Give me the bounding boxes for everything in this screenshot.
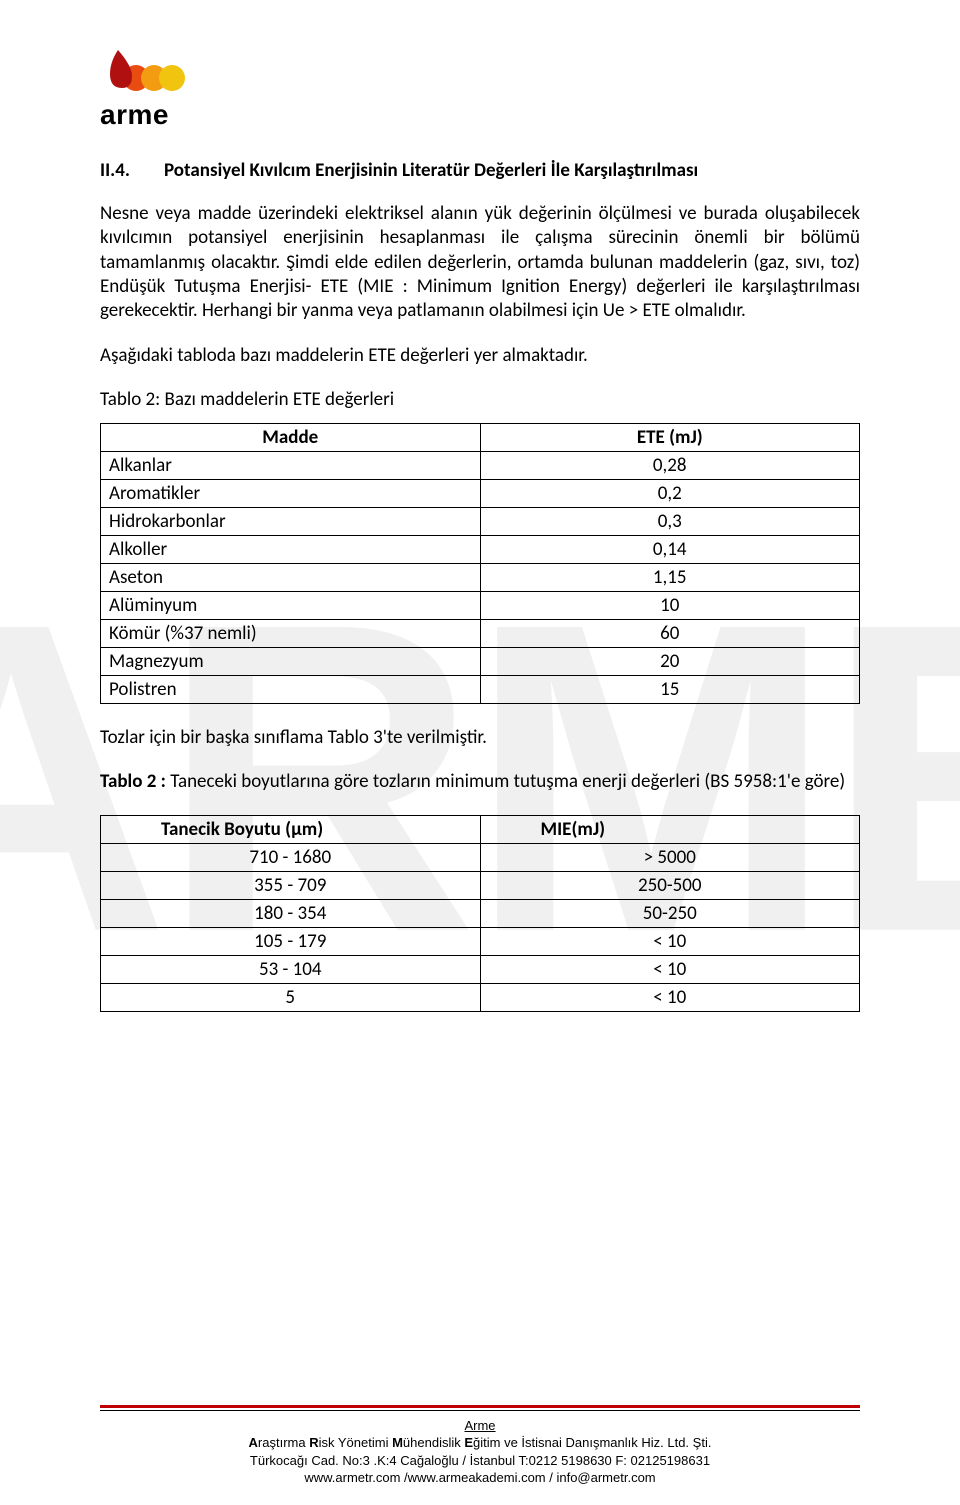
table-row: 355 - 709250-500 — [101, 871, 860, 899]
content-area: arme II.4. Potansiyel Kıvılcım Enerjisin… — [100, 48, 860, 1012]
table-header-mie: MIE(mJ) — [480, 815, 860, 843]
table-row: 180 - 35450-250 — [101, 899, 860, 927]
table-row: Kömür (%37 nemli)60 — [101, 619, 860, 647]
footer-bold-r: R — [309, 1435, 318, 1450]
table-row: Aromatikler0,2 — [101, 479, 860, 507]
cell-size: 710 - 1680 — [101, 843, 481, 871]
footer-text: ühendislik — [403, 1435, 464, 1450]
paragraph-1: Nesne veya madde üzerindeki elektriksel … — [100, 202, 860, 324]
table-row: Madde ETE (mJ) — [101, 423, 860, 451]
footer-company-full: Araştırma Risk Yönetimi Mühendislik Eğit… — [0, 1434, 960, 1452]
footer-rule-thin — [100, 1410, 860, 1411]
cell-size: 5 — [101, 983, 481, 1011]
cell-name: Polistren — [101, 675, 481, 703]
footer-company-short: Arme — [464, 1417, 495, 1435]
table-header-madde: Madde — [101, 423, 481, 451]
table-row: Tanecik Boyutu (μm) MIE(mJ) — [101, 815, 860, 843]
heading-title: Potansiyel Kıvılcım Enerjisinin Literatü… — [164, 159, 698, 182]
cell-name: Kömür (%37 nemli) — [101, 619, 481, 647]
table-header-ete: ETE (mJ) — [480, 423, 860, 451]
footer-web: www.armetr.com /www.armeakademi.com / in… — [0, 1469, 960, 1487]
table-header-tanecik: Tanecik Boyutu (μm) — [101, 815, 481, 843]
cell-value: 60 — [480, 619, 860, 647]
footer-bold-m: M — [392, 1435, 403, 1450]
cell-mie: < 10 — [480, 955, 860, 983]
cell-mie: 50-250 — [480, 899, 860, 927]
table-row: Magnezyum20 — [101, 647, 860, 675]
table-row: Polistren15 — [101, 675, 860, 703]
cell-size: 105 - 179 — [101, 927, 481, 955]
table-row: 53 - 104< 10 — [101, 955, 860, 983]
cell-name: Alüminyum — [101, 591, 481, 619]
table-2-label-rest: Taneceki boyutlarına göre tozların minim… — [170, 770, 845, 793]
table-row: 710 - 1680> 5000 — [101, 843, 860, 871]
footer-text: ğitim ve İstisnai Danışmanlık Hiz. Ltd. … — [473, 1435, 711, 1450]
cell-mie: < 10 — [480, 983, 860, 1011]
table-row: Alüminyum10 — [101, 591, 860, 619]
cell-mie: < 10 — [480, 927, 860, 955]
table-1-caption: Tablo 2: Bazı maddelerin ETE değerleri — [100, 388, 860, 411]
cell-value: 15 — [480, 675, 860, 703]
footer-bold-a: A — [249, 1435, 258, 1450]
heading-number: II.4. — [100, 159, 164, 182]
table-row: Alkanlar0,28 — [101, 451, 860, 479]
cell-mie: > 5000 — [480, 843, 860, 871]
cell-value: 0,2 — [480, 479, 860, 507]
cell-value: 20 — [480, 647, 860, 675]
footer-address: Türkocağı Cad. No:3 .K:4 Cağaloğlu / İst… — [0, 1452, 960, 1470]
cell-size: 53 - 104 — [101, 955, 481, 983]
cell-name: Alkanlar — [101, 451, 481, 479]
cell-name: Hidrokarbonlar — [101, 507, 481, 535]
footer-text: raştırma — [258, 1435, 309, 1450]
cell-value: 0,3 — [480, 507, 860, 535]
table-row: 105 - 179< 10 — [101, 927, 860, 955]
footer-text: isk Yönetimi — [319, 1435, 392, 1450]
table-mie-values: Tanecik Boyutu (μm) MIE(mJ) 710 - 1680> … — [100, 815, 860, 1012]
cell-name: Aromatikler — [101, 479, 481, 507]
cell-mie: 250-500 — [480, 871, 860, 899]
table-2-label-bold: Tablo 2 : — [100, 770, 170, 793]
table-row: Aseton1,15 — [101, 563, 860, 591]
cell-size: 355 - 709 — [101, 871, 481, 899]
paragraph-4: Tablo 2 : Taneceki boyutlarına göre tozl… — [100, 770, 860, 794]
table-row: Hidrokarbonlar0,3 — [101, 507, 860, 535]
cell-name: Aseton — [101, 563, 481, 591]
paragraph-2: Aşağıdaki tabloda bazı maddelerin ETE de… — [100, 344, 860, 368]
cell-value: 0,14 — [480, 535, 860, 563]
table-ete-values: Madde ETE (mJ) Alkanlar0,28 Aromatikler0… — [100, 423, 860, 704]
cell-value: 10 — [480, 591, 860, 619]
cell-name: Alkoller — [101, 535, 481, 563]
cell-value: 0,28 — [480, 451, 860, 479]
cell-size: 180 - 354 — [101, 899, 481, 927]
footer-bold-e: E — [464, 1435, 473, 1450]
table-row: Alkoller0,14 — [101, 535, 860, 563]
paragraph-3: Tozlar için bir başka sınıflama Tablo 3'… — [100, 726, 860, 750]
table-row: 5< 10 — [101, 983, 860, 1011]
section-heading: II.4. Potansiyel Kıvılcım Enerjisinin Li… — [100, 159, 860, 182]
logo: arme — [100, 48, 860, 131]
cell-name: Magnezyum — [101, 647, 481, 675]
page: A R M E arme II.4. Potansiyel Kıvılcım Ener… — [0, 0, 960, 1505]
page-footer: Arme Araştırma Risk Yönetimi Mühendislik… — [0, 1405, 960, 1487]
cell-value: 1,15 — [480, 563, 860, 591]
logo-wordmark: arme — [100, 99, 860, 131]
footer-rule-red — [100, 1405, 860, 1408]
logo-icon — [100, 48, 188, 92]
